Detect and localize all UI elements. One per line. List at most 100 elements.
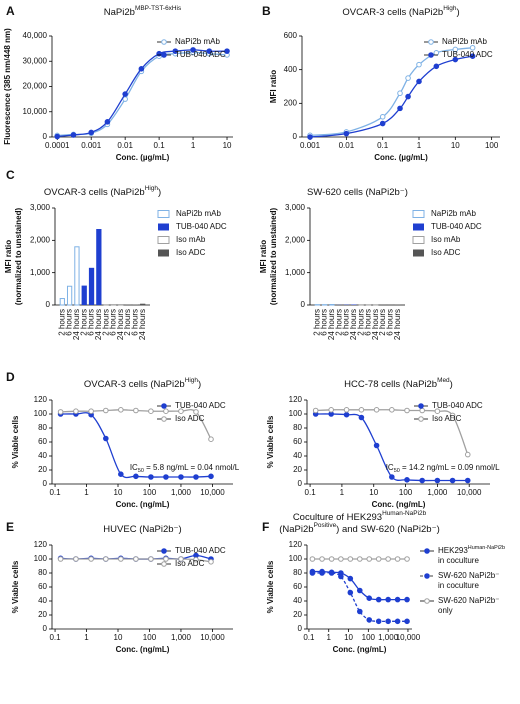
data-point bbox=[178, 408, 184, 415]
x-tick-label: 10,000 bbox=[457, 488, 482, 497]
data-point bbox=[464, 477, 471, 484]
data-point bbox=[54, 133, 61, 140]
y-tick-label: 80 bbox=[293, 423, 302, 432]
legend-marker bbox=[161, 561, 167, 567]
chart-title: Coculture of HEK293Human-NaPi2b bbox=[293, 510, 427, 522]
data-point bbox=[416, 78, 422, 85]
chart-title: HUVEC (NaPi2b⁻) bbox=[103, 524, 181, 535]
x-tick-label: 6 hours bbox=[87, 309, 96, 336]
y-tick-label: 80 bbox=[38, 568, 47, 577]
data-point bbox=[385, 618, 391, 625]
panel-label: D bbox=[6, 370, 15, 384]
legend-label: TUB-040 ADC bbox=[175, 401, 226, 410]
x-tick-label: 0.1 bbox=[49, 488, 61, 497]
text-part: in coculture bbox=[438, 581, 479, 590]
data-point bbox=[449, 477, 456, 484]
data-point bbox=[57, 556, 64, 562]
bar bbox=[88, 267, 95, 305]
data-point bbox=[172, 48, 179, 54]
y-tick-label: 100 bbox=[289, 554, 303, 563]
text-part: Human-NaPi2b bbox=[382, 510, 427, 517]
text-part: HCC-78 cells (NaPi2b bbox=[344, 379, 437, 390]
data-point bbox=[193, 556, 199, 563]
text-part: only bbox=[438, 606, 453, 615]
data-point bbox=[88, 129, 95, 136]
data-point bbox=[193, 474, 199, 480]
legend-swatch bbox=[412, 236, 425, 244]
legend-label: TUB-040 ADC bbox=[431, 222, 482, 231]
data-point bbox=[404, 596, 410, 603]
x-tick-label: 0.1 bbox=[303, 633, 315, 642]
y-tick-label: 80 bbox=[38, 423, 47, 432]
y-tick-label: 400 bbox=[284, 65, 298, 74]
x-tick-label: 100 bbox=[143, 633, 157, 642]
legend-label: Iso ADC bbox=[432, 414, 462, 423]
x-axis-label: Conc. (ng/mL) bbox=[333, 645, 387, 654]
x-tick-label: 24 hours bbox=[138, 309, 147, 340]
data-point bbox=[133, 556, 139, 562]
data-point bbox=[118, 407, 124, 413]
data-point bbox=[73, 556, 79, 562]
x-tick-label: 6 hours bbox=[385, 309, 394, 336]
x-tick-label: 10,000 bbox=[200, 633, 225, 642]
y-tick-label: 60 bbox=[38, 437, 47, 446]
x-tick-label: 6 hours bbox=[109, 309, 118, 336]
x-tick-label: 1,000 bbox=[378, 633, 399, 642]
legend-label: in coculture bbox=[438, 556, 479, 565]
data-point bbox=[452, 46, 459, 53]
y-tick-label: 80 bbox=[293, 568, 302, 577]
data-point bbox=[404, 477, 410, 483]
data-point bbox=[375, 618, 382, 625]
legend-swatch bbox=[158, 223, 169, 231]
data-point bbox=[224, 48, 230, 54]
y-tick-label: 0 bbox=[43, 132, 48, 141]
bar bbox=[74, 246, 80, 306]
x-tick-label: 10 bbox=[369, 488, 378, 497]
data-point bbox=[343, 411, 350, 418]
data-point bbox=[103, 556, 109, 562]
x-tick-label: 1,000 bbox=[171, 633, 192, 642]
data-point bbox=[433, 50, 440, 56]
x-tick-label: 1 bbox=[84, 488, 89, 497]
annotation: IC50 = 5.8 ng/mL = 0.04 nmol/L bbox=[130, 463, 240, 474]
text-part: Positive bbox=[314, 522, 337, 529]
data-point bbox=[366, 556, 373, 562]
text-part: High bbox=[185, 377, 199, 384]
legend-label: SW-620 NaPi2b⁻ bbox=[438, 571, 499, 580]
legend-label: Iso mAb bbox=[176, 235, 206, 244]
x-axis-label: Conc. (ng/mL) bbox=[116, 645, 170, 654]
data-point bbox=[394, 618, 401, 625]
x-tick-label: 10 bbox=[451, 141, 460, 150]
y-tick-label: 0 bbox=[293, 132, 298, 141]
data-point bbox=[208, 473, 214, 480]
data-point bbox=[118, 556, 124, 562]
y-tick-label: 20 bbox=[293, 465, 302, 474]
chart-title: OVCAR-3 cells (NaPi2bHigh) bbox=[84, 377, 201, 389]
data-point bbox=[404, 556, 410, 562]
data-point bbox=[338, 556, 344, 562]
data-point bbox=[206, 48, 213, 54]
legend-label: NaPi2b mAb bbox=[175, 37, 220, 46]
text-part: HUVEC (NaPi2b⁻) bbox=[103, 524, 181, 535]
data-point bbox=[309, 556, 316, 562]
data-point bbox=[148, 556, 154, 562]
data-point bbox=[338, 573, 344, 580]
x-tick-label: 24 hours bbox=[371, 309, 380, 340]
x-tick-label: 100 bbox=[143, 488, 157, 497]
text-part: 50 bbox=[394, 468, 400, 474]
text-part: SW-620 NaPi2b⁻ bbox=[438, 571, 499, 580]
data-point bbox=[356, 587, 363, 594]
text-part: = 14.2 ng/mL = 0.09 nmol/L bbox=[400, 463, 500, 472]
x-tick-label: 24 hours bbox=[72, 309, 81, 340]
x-axis-label: Conc. (µg/mL) bbox=[116, 153, 170, 162]
data-point bbox=[405, 93, 411, 100]
x-tick-label: 1 bbox=[340, 488, 345, 497]
text-part: IC bbox=[130, 463, 138, 472]
legend-marker bbox=[161, 416, 167, 422]
data-point bbox=[366, 595, 373, 602]
data-point bbox=[394, 596, 401, 603]
x-tick-label: 0.1 bbox=[305, 488, 317, 497]
text-part: ) bbox=[450, 379, 453, 390]
y-tick-label: 0 bbox=[46, 300, 51, 309]
